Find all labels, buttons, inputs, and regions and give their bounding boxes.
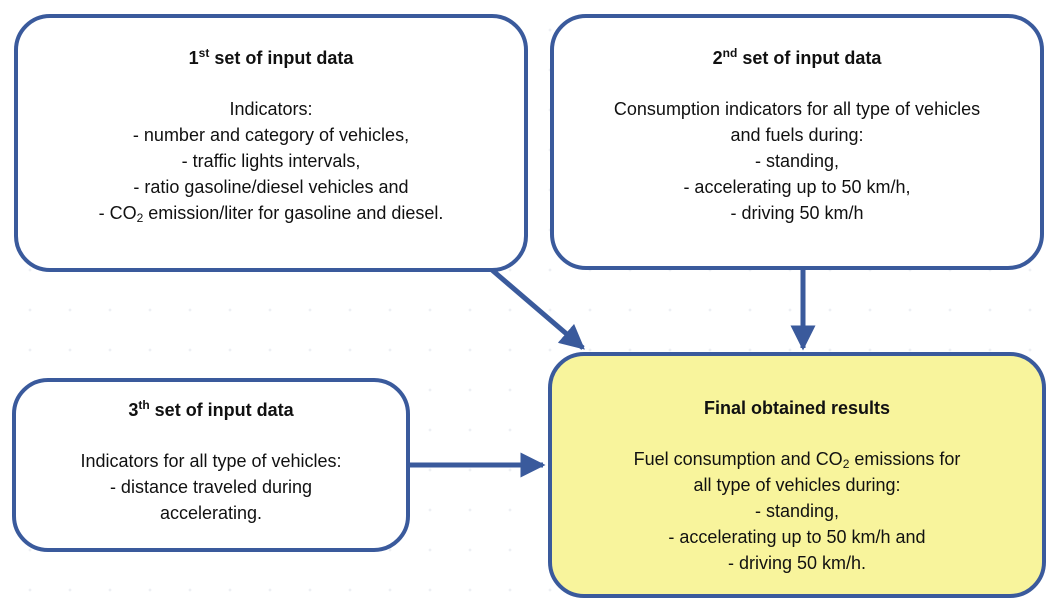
node-box: 1st set of input data Indicators: - number…: [14, 14, 528, 272]
text: set of input data: [209, 48, 354, 68]
text: - driving 50 km/h.: [727, 553, 867, 573]
superscript: th: [138, 398, 150, 412]
text: - distance traveled during: [109, 477, 313, 497]
subscript: 2: [136, 211, 144, 225]
node-line: - accelerating up to 50 km/h,: [554, 174, 1040, 200]
text: set of input data: [737, 48, 882, 68]
text: and fuels during:: [730, 125, 864, 145]
text: Indicators:: [229, 99, 313, 119]
text: 3: [128, 400, 139, 420]
node-line: - traffic lights intervals,: [18, 148, 524, 174]
text: - standing,: [754, 151, 840, 171]
node-line: - standing,: [554, 148, 1040, 174]
text: Final obtained results: [703, 398, 891, 418]
node-line: Consumption indicators for all type of v…: [554, 96, 1040, 122]
node-title: Final obtained results: [552, 396, 1042, 420]
arrow: [490, 268, 585, 350]
superscript: st: [198, 46, 210, 60]
text: - driving 50 km/h: [730, 203, 864, 223]
text: - accelerating up to 50 km/h and: [668, 527, 926, 547]
node-line: - distance traveled during: [16, 474, 406, 500]
text: - ratio gasoline/diesel vehicles and: [133, 177, 409, 197]
text: 1: [188, 48, 199, 68]
node-body: Fuel consumption and CO2 emissions for al…: [552, 446, 1042, 576]
node-line: - CO2 emission/liter for gasoline and di…: [18, 200, 524, 226]
node-line: all type of vehicles during:: [552, 472, 1042, 498]
text: emissions for: [849, 449, 961, 469]
node-line: Indicators for all type of vehicles:: [16, 448, 406, 474]
text: - CO: [98, 203, 137, 223]
node-line: Fuel consumption and CO2 emissions for: [552, 446, 1042, 472]
node-title: 3th set of input data: [16, 398, 406, 422]
node-body: Indicators: - number and category of vehi…: [18, 96, 524, 226]
text: 2: [712, 48, 723, 68]
node-box: 3th set of input data Indicators for all …: [12, 378, 410, 552]
text: emission/liter for gasoline and diesel.: [143, 203, 444, 223]
node-line: - number and category of vehicles,: [18, 122, 524, 148]
text: - number and category of vehicles,: [132, 125, 410, 145]
node-body: Consumption indicators for all type of v…: [554, 96, 1040, 226]
text: - accelerating up to 50 km/h,: [683, 177, 911, 197]
node-line: - driving 50 km/h: [554, 200, 1040, 226]
text: - standing,: [754, 501, 840, 521]
text: Fuel consumption and CO: [633, 449, 843, 469]
node-line: and fuels during:: [554, 122, 1040, 148]
node-line: - standing,: [552, 498, 1042, 524]
node-line: - driving 50 km/h.: [552, 550, 1042, 576]
text: - traffic lights intervals,: [181, 151, 361, 171]
node-title: 2nd set of input data: [554, 46, 1040, 70]
text: set of input data: [149, 400, 294, 420]
subscript: 2: [842, 457, 850, 471]
text: all type of vehicles during:: [693, 475, 901, 495]
superscript: nd: [722, 46, 738, 60]
node-line: accelerating.: [16, 500, 406, 526]
node-line: - accelerating up to 50 km/h and: [552, 524, 1042, 550]
text: Indicators for all type of vehicles:: [80, 451, 342, 471]
text: accelerating.: [159, 503, 263, 523]
node-body: Indicators for all type of vehicles: - di…: [16, 448, 406, 526]
node-line: Indicators:: [18, 96, 524, 122]
text: Consumption indicators for all type of v…: [613, 99, 981, 119]
node-line: - ratio gasoline/diesel vehicles and: [18, 174, 524, 200]
node-title: 1st set of input data: [18, 46, 524, 70]
node-box: 2nd set of input data Consumption indicat…: [550, 14, 1044, 270]
node-box: Final obtained results Fuel consumption a…: [548, 352, 1046, 598]
